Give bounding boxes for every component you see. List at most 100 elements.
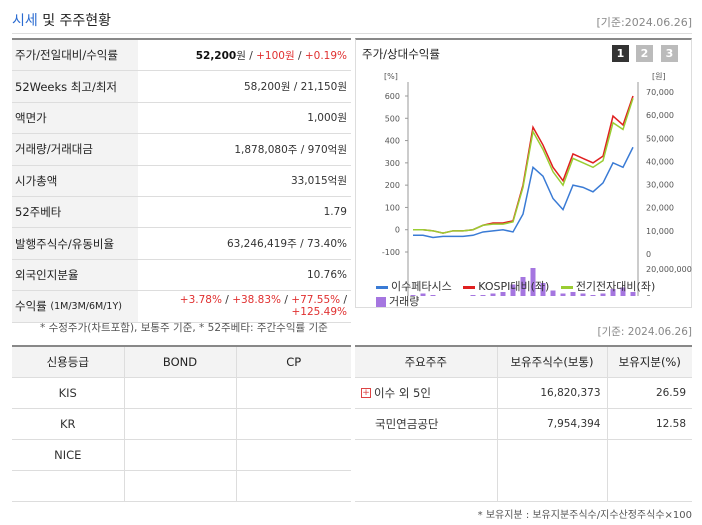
separator: /	[284, 294, 288, 307]
row-value: 10.76%	[306, 268, 347, 281]
volume-bar	[540, 283, 546, 296]
period-button-2[interactable]: 2	[636, 45, 653, 62]
section-title: 시세 및 주주현황	[12, 10, 111, 30]
cp-header: CP	[236, 347, 351, 378]
legend-label: 이수페타시스	[391, 280, 452, 293]
major-shareholders-table: 주요주주 보유주식수(보통) 보유지분(%) + 이수 외 5인 16,820,3…	[355, 345, 692, 502]
agency: KIS	[12, 377, 125, 409]
credit-header: 신용등급	[12, 347, 125, 378]
y-right-tick-label: 60,000	[646, 111, 674, 120]
bond	[124, 408, 237, 440]
cp	[236, 439, 351, 471]
table-row: 52주베타 1.79	[12, 196, 351, 229]
return-6m: +77.55%	[291, 294, 341, 307]
volume-bar	[600, 293, 606, 296]
volume-bar	[550, 290, 556, 296]
row-value: 58,200원 / 21,150원	[243, 81, 347, 94]
separator: /	[225, 294, 229, 307]
volume-bar	[620, 287, 626, 296]
cp	[236, 377, 351, 409]
table-row	[355, 439, 692, 502]
period-button-1[interactable]: 1	[612, 45, 629, 62]
volume-bar	[520, 277, 526, 296]
row-key: 52주베타	[12, 196, 138, 228]
volume-bar	[410, 295, 416, 296]
legend-label: KOSPI대비(좌)	[478, 280, 550, 293]
table-row: KIS	[12, 377, 351, 409]
volume-bar	[480, 295, 486, 296]
row-key: 액면가	[12, 102, 138, 134]
title-part1: 시세	[12, 13, 38, 29]
volume-bar	[630, 292, 636, 296]
y-right-tick-label: 0	[646, 250, 651, 259]
legend-item: 거래량	[376, 295, 419, 308]
row-value: +3.78% / +38.83% / +77.55% / +125.49%	[138, 294, 351, 318]
volume-bar	[430, 295, 436, 296]
row-value: 63,246,419주 / 73.40%	[226, 238, 347, 251]
table-row: + 이수 외 5인 16,820,373 26.59	[355, 377, 692, 409]
holder-pct: 26.59	[607, 377, 692, 409]
bond	[124, 470, 237, 502]
volume-bar	[580, 293, 586, 296]
market-note: * 수정주가(차트포함), 보통주 기준, * 52주베타: 주간수익률 기준	[40, 322, 328, 334]
y-right-tick-label: 20,000	[646, 204, 674, 213]
row-value: 52,200원 / +100원 / +0.19%	[138, 48, 351, 63]
chart-title: 주가/상대수익률	[362, 47, 440, 61]
volume-bar	[510, 284, 516, 296]
y-right-tick-label: 70,000	[646, 88, 674, 97]
y-left-tick-label: -100	[382, 248, 400, 257]
title-part2: 및 주주현황	[37, 13, 112, 29]
legend-swatch	[376, 297, 386, 307]
price-unit: 원	[236, 49, 246, 62]
row-key: 시가총액	[12, 165, 138, 196]
row-key: 발행주식수/유동비율	[12, 228, 138, 259]
holder-shares: 16,820,373	[497, 377, 608, 409]
y-left-tick-label: 300	[385, 159, 400, 168]
row-key: 외국인지분율	[12, 259, 138, 291]
volume-bar	[500, 292, 506, 296]
return-3m: +38.83%	[232, 294, 282, 307]
change-value: +100원	[256, 49, 295, 62]
separator: /	[294, 49, 305, 62]
series-line-0	[413, 146, 634, 239]
expand-icon[interactable]: +	[361, 388, 371, 398]
y-right-tick-label: 30,000	[646, 181, 674, 190]
table-row: NICE	[12, 439, 351, 471]
legend-item: 전기전자대비(좌)	[560, 280, 655, 293]
volume-bar	[590, 295, 596, 296]
legend-item: 이수페타시스	[376, 280, 452, 293]
left-unit: [%]	[384, 72, 398, 81]
holder-pct: 12.58	[607, 408, 692, 440]
period-button-3[interactable]: 3	[661, 45, 678, 62]
y-right-tick-label: 40,000	[646, 157, 674, 166]
volume-bar	[610, 289, 616, 296]
y-left-tick-label: 600	[385, 92, 400, 101]
series-line-2	[413, 97, 634, 234]
bond-header: BOND	[124, 347, 237, 378]
table-row: 시가총액 33,015억원	[12, 165, 351, 197]
cp	[236, 408, 351, 440]
right-unit: [원]	[652, 72, 666, 81]
holder-shares	[497, 439, 608, 502]
table-row: 52Weeks 최고/최저 58,200원 / 21,150원	[12, 71, 351, 103]
holder-name: 국민연금공단	[355, 408, 498, 440]
returns-periods: (1M/3M/6M/1Y)	[50, 300, 122, 312]
bond	[124, 377, 237, 409]
return-1m: +3.78%	[179, 294, 222, 307]
holder-shares: 7,954,394	[497, 408, 608, 440]
reference-date: [기준:2024.06.26]	[596, 16, 692, 29]
row-key: 주가/전일대비/수익률	[12, 40, 138, 71]
holder-name[interactable]: + 이수 외 5인	[355, 377, 498, 409]
table-row: 수익률 (1M/3M/6M/1Y) +3.78% / +38.83% / +77…	[12, 291, 351, 323]
table-row: KR	[12, 408, 351, 440]
legend-swatch	[463, 285, 476, 289]
y-left-tick-label: 200	[385, 181, 400, 190]
holders-note: * 보유지분 : 보유지분주식수/지수산정주식수×100	[477, 510, 692, 521]
row-value: 1,878,080주 / 970억원	[234, 143, 347, 156]
holder-name-text: 이수 외 5인	[374, 385, 431, 400]
row-value: 1.79	[323, 206, 347, 219]
legend-swatch	[376, 285, 388, 289]
legend-swatch	[560, 285, 573, 289]
holder-pct	[607, 439, 692, 502]
chart-panel: 주가/상대수익률 1 2 3 [%] [원] 600 500 400 300 200 10…	[355, 38, 692, 308]
